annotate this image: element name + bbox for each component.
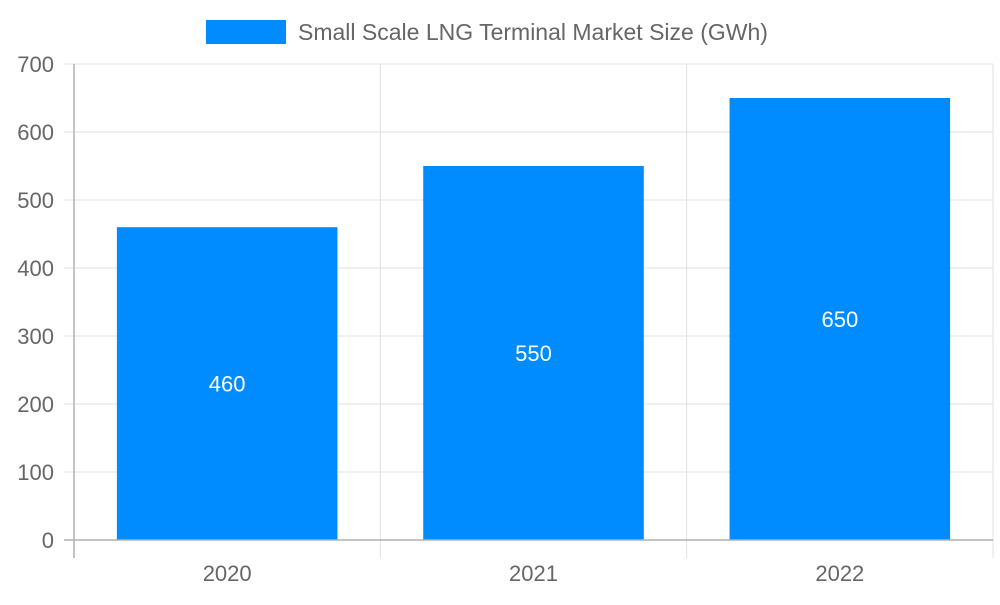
axes: 0 100 200 300 400 500 600 700 2020 2021 2022 xyxy=(17,52,993,586)
data-label: 550 xyxy=(515,341,552,366)
bar xyxy=(729,98,951,540)
bar xyxy=(423,166,644,540)
bar xyxy=(116,227,338,540)
legend-swatch xyxy=(206,20,286,44)
y-tick-label: 100 xyxy=(17,460,54,485)
y-tick-label: 600 xyxy=(17,120,54,145)
y-tick-label: 200 xyxy=(17,392,54,417)
y-tick-label: 700 xyxy=(17,52,54,77)
data-label: 650 xyxy=(821,307,858,332)
data-label: 460 xyxy=(209,372,246,397)
x-tick-label: 2020 xyxy=(203,561,252,586)
x-tick-label: 2021 xyxy=(509,561,558,586)
y-tick-label: 500 xyxy=(17,188,54,213)
legend-label: Small Scale LNG Terminal Market Size (GW… xyxy=(298,19,768,45)
bars: 460 550 650 xyxy=(116,98,951,540)
y-tick-label: 300 xyxy=(17,324,54,349)
legend[interactable]: Small Scale LNG Terminal Market Size (GW… xyxy=(206,19,768,45)
x-tick-label: 2022 xyxy=(815,561,864,586)
y-tick-label: 0 xyxy=(42,528,54,553)
y-tick-label: 400 xyxy=(17,256,54,281)
